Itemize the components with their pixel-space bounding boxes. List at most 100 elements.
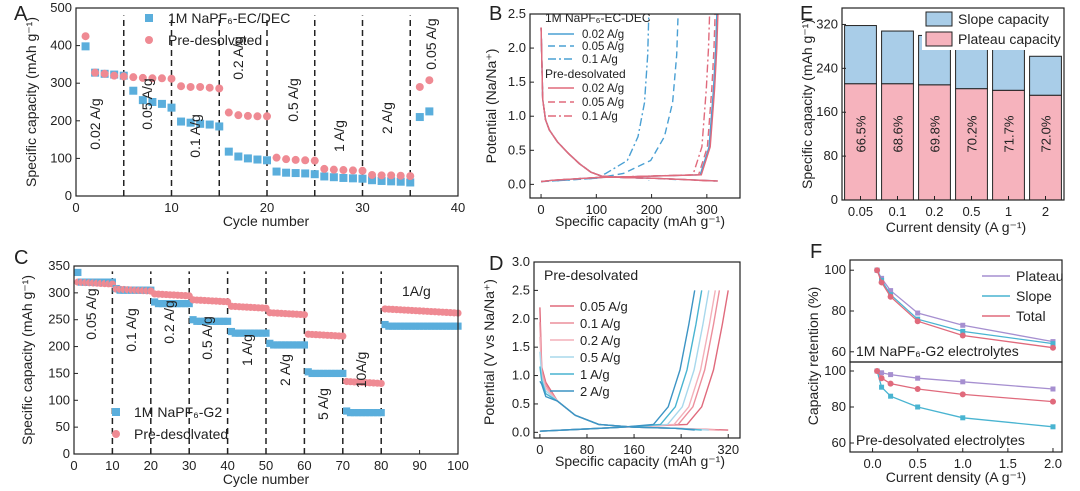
data-point-square — [320, 369, 328, 378]
data-point-square — [266, 339, 274, 347]
x-tick-label: 10 — [105, 458, 119, 473]
data-point-square — [253, 155, 262, 164]
data-point-square — [234, 152, 243, 161]
x-tick-label: 0 — [537, 202, 544, 217]
data-point-square — [138, 96, 147, 105]
legend-label-a-ecdec: 1M NaPF₆-EC/DEC — [168, 10, 290, 26]
x-tick-label: 1.0 — [954, 456, 972, 471]
y-tick-label: 300 — [48, 285, 70, 300]
data-point-circle — [110, 71, 119, 80]
charge-curve — [541, 13, 718, 183]
y-tick-label: 400 — [50, 38, 72, 53]
data-point-square — [197, 317, 205, 325]
rate-annotation-a: 0.05 A/g — [423, 18, 439, 69]
data-point-circle — [138, 73, 147, 82]
data-point-square — [310, 170, 319, 179]
data-point-square — [439, 322, 447, 330]
rate-annotation-c: 5 A/g — [315, 388, 331, 420]
data-point-square — [250, 329, 259, 337]
data-point-circle — [224, 108, 233, 117]
data-point-square — [129, 86, 138, 95]
y-tick-label: 3.0 — [512, 254, 530, 269]
discharge-curve — [540, 27, 716, 182]
rate-annotation-c: 1 A/g — [239, 334, 255, 366]
data-point-square — [423, 322, 431, 330]
legend-title-b-ecdec: 1M NaPF₆-EC-DEC — [545, 11, 651, 25]
data-point-circle — [339, 166, 348, 175]
discharge-curve — [540, 27, 710, 182]
retention-marker — [960, 379, 966, 385]
data-point-square — [247, 329, 255, 337]
y-tick-label: 100 — [824, 363, 846, 378]
y-tick-label: 80 — [832, 399, 846, 414]
data-point-square — [450, 322, 458, 330]
data-point-circle — [282, 155, 291, 164]
data-point-circle — [348, 166, 357, 175]
legend-label-c-pre: Pre-desolvated — [134, 426, 228, 442]
data-point-circle — [368, 170, 377, 179]
plateau-bar — [1029, 94, 1062, 201]
data-point-circle — [300, 311, 308, 319]
x-tick-label: 0.5 — [962, 204, 980, 219]
x-tick-label: 80 — [374, 458, 388, 473]
x-tick-label: 320 — [717, 442, 739, 457]
y-tick-label: 60 — [832, 344, 846, 359]
data-point-square — [189, 316, 197, 324]
y-tick-label: 2.0 — [508, 40, 526, 55]
retention-marker — [915, 404, 921, 410]
charge-curve — [539, 290, 696, 432]
discharge-curve — [540, 27, 717, 182]
data-point-square — [243, 329, 251, 337]
y-tick-label: 150 — [48, 365, 70, 380]
slope-bar — [844, 25, 877, 85]
legend-label-d: 2 A/g — [580, 384, 610, 399]
data-point-square — [112, 408, 120, 416]
panel-label-e: E — [800, 3, 813, 25]
retention-marker — [887, 380, 894, 387]
retention-marker — [960, 415, 966, 421]
rate-annotation-c: 0.1 A/g — [123, 308, 139, 352]
retention-marker — [878, 375, 885, 382]
y-tick-label: 0 — [63, 446, 70, 461]
data-point-square — [289, 341, 297, 349]
data-point-circle — [157, 74, 166, 83]
panel-label-b: B — [489, 3, 502, 25]
data-point-square — [258, 329, 266, 337]
data-point-circle — [377, 171, 386, 180]
data-point-square — [387, 177, 396, 186]
data-point-square — [204, 317, 212, 325]
data-point-square — [158, 300, 166, 308]
y-tick-label: 350 — [48, 258, 70, 273]
data-point-square — [170, 300, 178, 308]
bar-percentage-label: 70.2% — [965, 115, 980, 152]
data-point-circle — [186, 82, 195, 91]
data-point-square — [205, 120, 214, 129]
x-tick-label: 300 — [696, 202, 718, 217]
legend-label-f: Plateau — [1016, 268, 1063, 284]
data-point-square — [270, 341, 278, 349]
data-point-circle — [100, 69, 109, 78]
legend-label-d: 0.1 A/g — [580, 316, 620, 331]
data-point-square — [416, 322, 424, 330]
data-point-square — [404, 322, 412, 330]
y-tick-label: 60 — [832, 435, 846, 450]
retention-marker — [1050, 341, 1056, 347]
rate-annotation-a: 0.05 A/g — [139, 78, 155, 129]
x-tick-label: 2.0 — [1044, 456, 1062, 471]
data-point-square — [312, 369, 320, 378]
y-tick-label: 100 — [48, 392, 70, 407]
data-point-square — [316, 369, 324, 378]
discharge-curve — [539, 380, 695, 431]
legend-label-c-g2: 1M NaPF₆-G2 — [134, 404, 222, 420]
x-axis-title-b: Specific capacity (mAh g⁻¹) — [555, 213, 725, 229]
data-point-square — [301, 169, 310, 178]
rate-annotation-a: 0.02 A/g — [87, 98, 103, 149]
data-point-square — [400, 322, 408, 330]
rate-annotation-c: 1A/g — [402, 283, 431, 299]
data-point-square — [227, 327, 236, 336]
data-point-square — [392, 322, 401, 330]
data-point-square — [329, 173, 338, 182]
data-point-square — [396, 322, 404, 330]
legend-label-d: 1 A/g — [580, 367, 610, 382]
